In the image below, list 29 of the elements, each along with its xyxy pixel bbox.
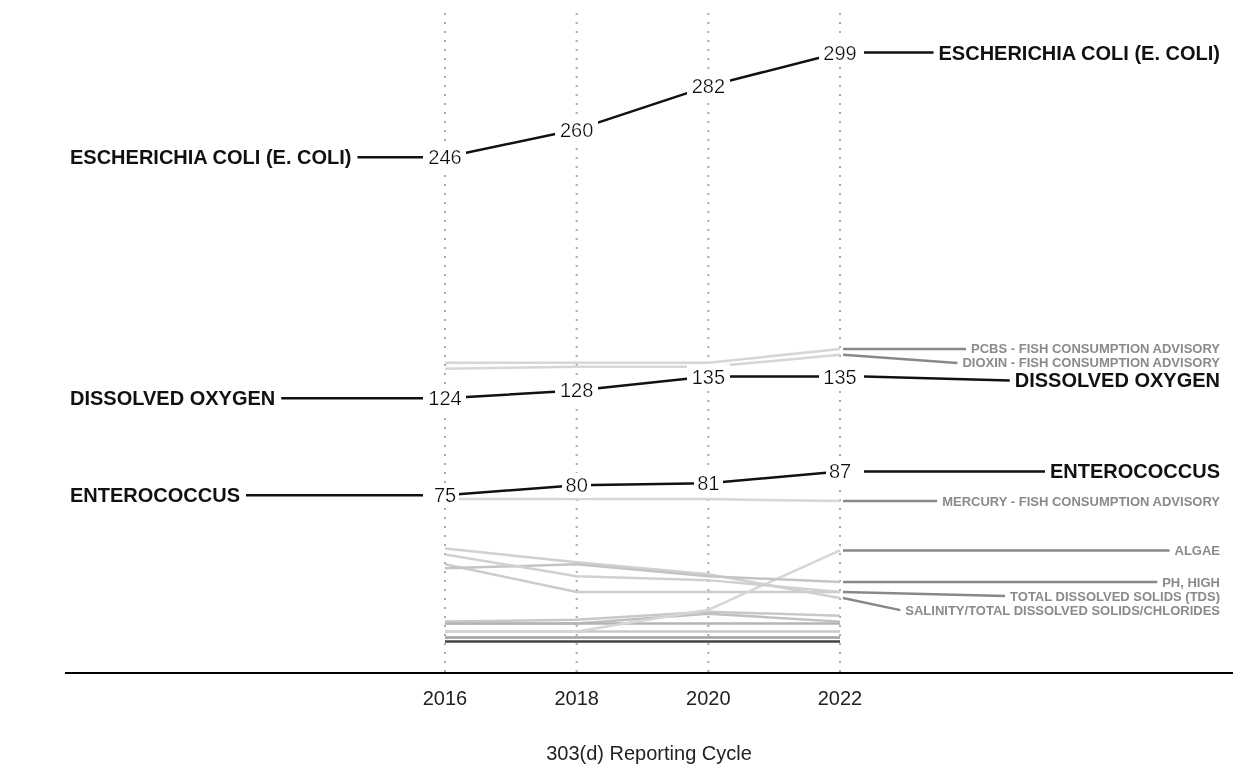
text: PCBS - FISH CONSUMPTION ADVISORY: [971, 341, 1221, 357]
data-label: 128: [559, 379, 594, 402]
data-label: 135: [691, 365, 726, 388]
legend-label: ESCHERICHIA COLI (E. COLI): [938, 41, 1220, 64]
data-label: 124: [428, 387, 462, 410]
x-tick-label: 2016: [422, 687, 468, 710]
data-label: 299: [823, 41, 857, 64]
data-label: 75: [433, 484, 457, 507]
x-tick-label: 2020: [686, 687, 731, 710]
text: ENTEROCOCCUS: [1049, 460, 1220, 483]
text: DISSOLVED OXYGEN: [1014, 369, 1220, 392]
data-label: 260: [559, 118, 594, 141]
text: PH, HIGH: [1162, 574, 1220, 590]
data-label: 80: [565, 474, 588, 497]
text: DIOXIN - FISH CONSUMPTION ADVISORY: [962, 355, 1221, 371]
text: ESCHERICHIA COLI (E. COLI): [70, 146, 352, 169]
text: ALGAE: [1174, 543, 1221, 559]
text: TOTAL DISSOLVED SOLIDS (TDS): [1010, 588, 1220, 604]
x-tick-label: 2022: [817, 687, 863, 710]
x-tick-label: 2018: [554, 687, 599, 710]
data-label: 282: [691, 75, 726, 98]
text: MERCURY - FISH CONSUMPTION ADVISORY: [942, 493, 1221, 509]
data-label: 81: [697, 472, 720, 495]
text: DISSOLVED OXYGEN: [70, 387, 276, 410]
data-label: 246: [428, 146, 462, 169]
data-label: 87: [828, 460, 852, 483]
data-label: 135: [823, 365, 857, 388]
text: ENTEROCOCCUS: [70, 484, 241, 507]
x-axis-title: 303(d) Reporting Cycle: [546, 742, 752, 764]
